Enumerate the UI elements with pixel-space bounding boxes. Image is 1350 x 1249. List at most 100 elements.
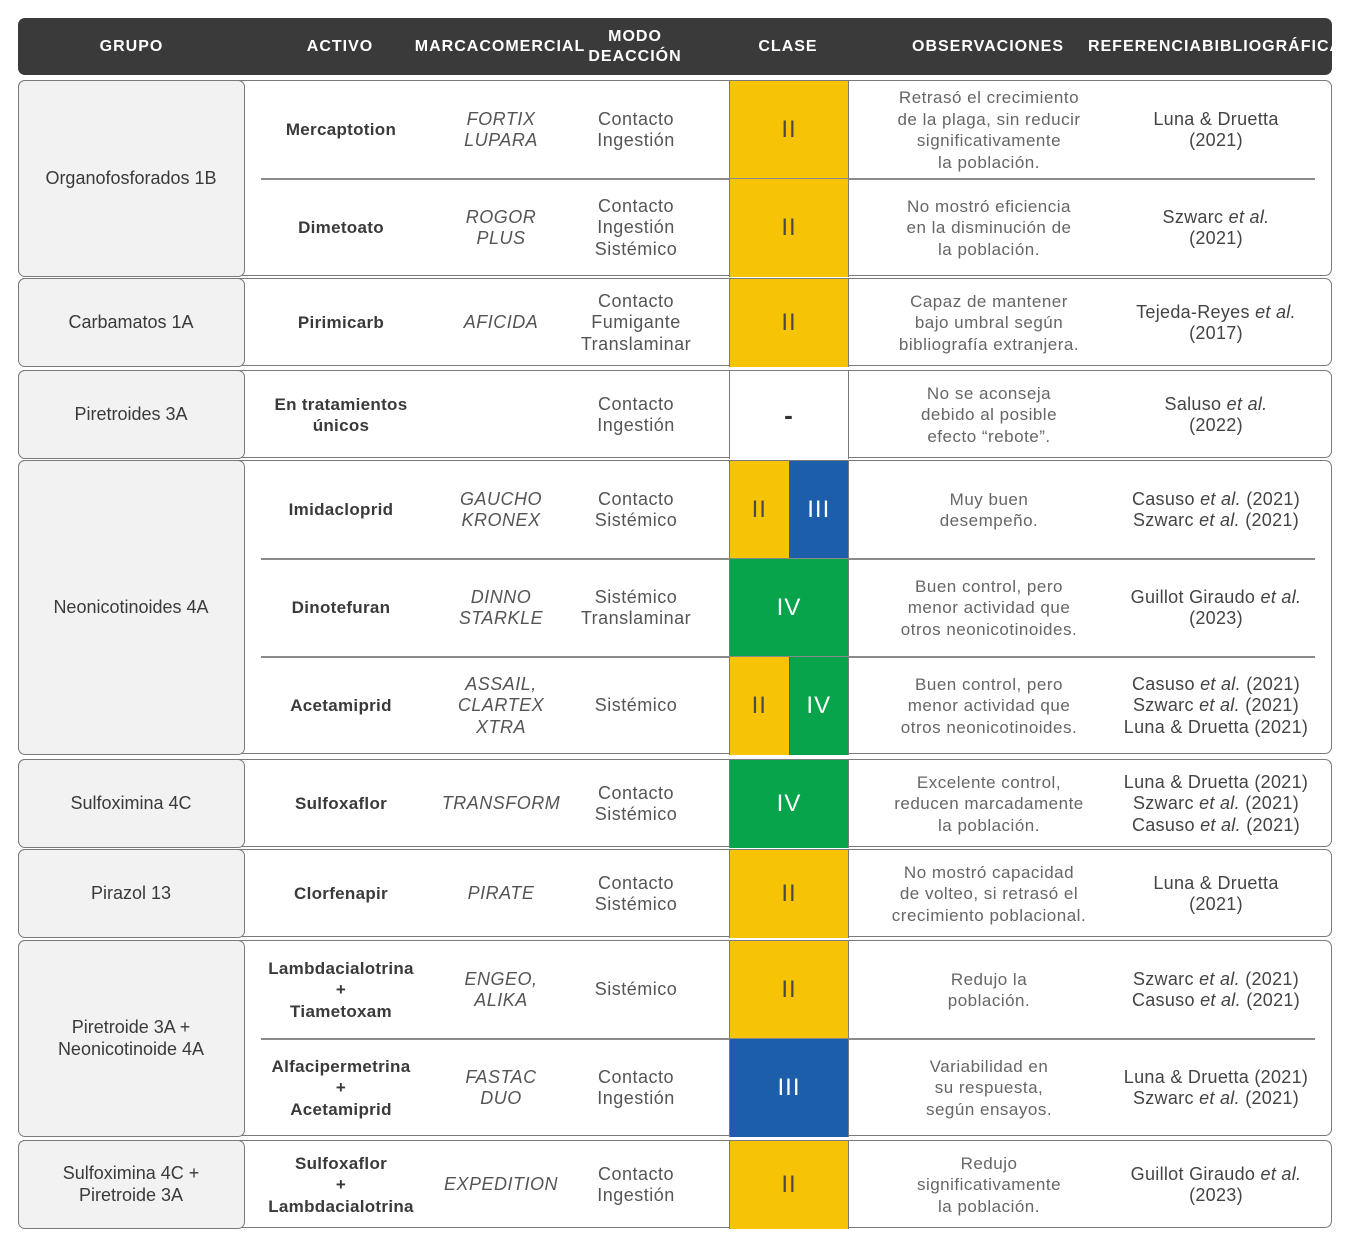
referencia-text: Casuso (1131, 990, 1201, 1010)
et-al-text: et al. (1200, 488, 1241, 509)
modo-cell: Contacto Ingestión (571, 1141, 701, 1229)
observaciones-cell: No mostró eficiencia en la disminución de… (874, 179, 1104, 277)
observaciones-cell: Excelente control, reducen marcadamente la… (874, 760, 1104, 848)
modo-cell-line: Fumigante (591, 312, 681, 333)
modo-cell-line: Translaminar (580, 608, 692, 628)
observaciones-cell: No se aconseja debido al posible efecto “r… (874, 371, 1104, 459)
activo-cell-line: Dinotefuran (291, 598, 391, 618)
observaciones-cell-line: la población. (938, 152, 1040, 172)
observaciones-cell-line: según ensayos. (925, 1099, 1053, 1119)
clase-cell: II (729, 179, 849, 277)
observaciones-cell: Capaz de mantener bajo umbral según biblio… (874, 279, 1104, 367)
referencia-line: Casuso et al. (2021) (1124, 815, 1308, 837)
marca-cell: DINNO STARKLE (433, 559, 569, 657)
et-al-text: et al. (1260, 1163, 1302, 1184)
marca-cell: GAUCHO KRONEX (433, 461, 569, 559)
table-header: GRUPO ACTIVO MARCACOMERCIAL MODO DEACCIÓ… (18, 18, 1341, 75)
table-row: Acetamiprid ASSAIL, CLARTEX XTRA Sistémico II… (19, 657, 1331, 755)
clase-badge: IV (788, 657, 848, 755)
group-name: Neonicotinoides 4A (17, 459, 245, 755)
marca-cell-line: ENGEO, (464, 968, 538, 989)
referencia-text: Luna & Druetta (2021) (1123, 771, 1309, 792)
modo-cell-line: Ingestión (597, 1088, 675, 1108)
modo-cell: Sistémico (571, 941, 701, 1039)
referencia-text: Saluso (1164, 393, 1227, 414)
clase-badge: III (788, 461, 848, 559)
referencia-text: (2021) (1239, 968, 1300, 989)
activo-cell-line: Pirimicarb (297, 313, 385, 333)
referencia-line: Casuso et al. (2021) (1124, 674, 1308, 696)
et-al-text: et al. (1199, 695, 1240, 716)
activo-cell-line: Tiametoxam (290, 1001, 392, 1021)
referencia-text: (2023) (1189, 608, 1243, 628)
activo-cell-line: Dimetoato (298, 218, 384, 238)
modo-cell-line: Contacto (597, 1163, 675, 1184)
marca-cell-line: PIRATE (467, 883, 535, 904)
referencia-text: (2021) (1240, 488, 1301, 509)
activo-cell-line: Lambdacialotrina (268, 958, 414, 978)
activo-cell: Mercaptotion (259, 81, 423, 179)
modo-cell-line: Contacto (597, 488, 675, 509)
clase-badge: II (730, 657, 789, 755)
activo-cell: Acetamiprid (259, 657, 423, 755)
observaciones-cell-line: Muy buen (949, 489, 1029, 509)
referencia-cell: Luna & Druetta (2021) Szwarc et al. (2021… (1111, 1039, 1321, 1137)
modo-cell: Contacto Sistémico (571, 850, 701, 938)
et-al-text: et al. (1199, 968, 1240, 989)
table-row: En tratamientos únicos Contacto Ingestión - N… (19, 371, 1331, 459)
observaciones-cell-line: la población. (938, 239, 1040, 259)
observaciones-cell-line: su respuesta, (934, 1078, 1044, 1098)
clase-cell: II (729, 1141, 849, 1229)
modo-cell-line: Sistémico (594, 238, 678, 259)
referencia-cell: Tejeda-Reyes et al. (2017) (1111, 279, 1321, 367)
observaciones-cell: Redujo la población. (874, 941, 1104, 1039)
activo-cell-line: + (335, 1175, 347, 1195)
modo-cell-line: Sistémico (594, 586, 678, 607)
modo-cell-line: Ingestión (597, 1185, 675, 1205)
activo-cell: Lambdacialotrina + Tiametoxam (259, 941, 423, 1039)
clase-badge: II (730, 1141, 848, 1229)
group-block: Pirazol 13 Clorfenapir PIRATE Contacto Sisté… (17, 848, 1332, 938)
modo-cell: Contacto Sistémico (571, 760, 701, 848)
marca-cell-line: EXPEDITION (443, 1174, 559, 1195)
observaciones-cell-line: crecimiento poblacional. (891, 905, 1087, 925)
referencia-text: (2021) (1240, 990, 1301, 1010)
group-block: Carbamatos 1A Pirimicarb AFICIDA Contacto Fu… (17, 277, 1332, 367)
observaciones-cell-line: Buen control, pero (915, 576, 1063, 596)
referencia-line: Szwarc et al. (2021) (1124, 695, 1308, 717)
referencia-text: (2017) (1189, 323, 1243, 343)
observaciones-cell-line: No mostró eficiencia (906, 196, 1071, 216)
group-name-line: Pirazol 13 (90, 883, 172, 903)
et-al-text: et al. (1199, 510, 1240, 530)
observaciones-cell-line: de volteo, si retrasó el (899, 884, 1079, 904)
et-al-text: et al. (1228, 206, 1270, 227)
referencia-cell: Saluso et al. (2022) (1111, 371, 1321, 459)
modo-cell: Sistémico (571, 657, 701, 755)
marca-cell-line: GAUCHO (459, 488, 542, 509)
et-al-text: et al. (1199, 793, 1240, 814)
referencia-text: Luna & Druetta (2021) (1123, 716, 1309, 737)
marca-cell: TRANSFORM (433, 760, 569, 848)
activo-cell: En tratamientos únicos (259, 371, 423, 459)
observaciones-cell-line: Excelente control, (916, 772, 1062, 792)
modo-cell: Sistémico Translaminar (571, 559, 701, 657)
referencia-line: (2021) (1153, 130, 1278, 152)
clase-badge: II (730, 279, 848, 367)
table-row: Imidacloprid GAUCHO KRONEX Contacto Sistémic… (19, 461, 1331, 559)
row-divider (261, 558, 1315, 560)
marca-cell-line: STARKLE (458, 608, 544, 628)
observaciones-cell-line: otros neonicotinoides. (900, 619, 1078, 639)
referencia-text: Szwarc (1132, 968, 1200, 989)
marca-cell-line: FASTAC (465, 1066, 537, 1087)
referencia-line: Saluso et al. (1165, 394, 1268, 416)
modo-cell-line: Sistémico (594, 979, 678, 1000)
marca-cell: ENGEO, ALIKA (433, 941, 569, 1039)
observaciones-cell-line: población. (947, 991, 1031, 1010)
activo-cell-line: Acetamiprid (290, 1099, 392, 1119)
table-row: Sulfoxaflor + Lambdacialotrina EXPEDITION Co… (19, 1141, 1331, 1229)
referencia-text: Szwarc (1132, 1088, 1200, 1108)
clase-cell: II IV (729, 657, 849, 755)
et-al-text: et al. (1200, 673, 1241, 694)
observaciones-cell: Buen control, pero menor actividad que otr… (874, 657, 1104, 755)
referencia-cell: Luna & Druetta (2021) Szwarc et al. (2021… (1111, 760, 1321, 848)
